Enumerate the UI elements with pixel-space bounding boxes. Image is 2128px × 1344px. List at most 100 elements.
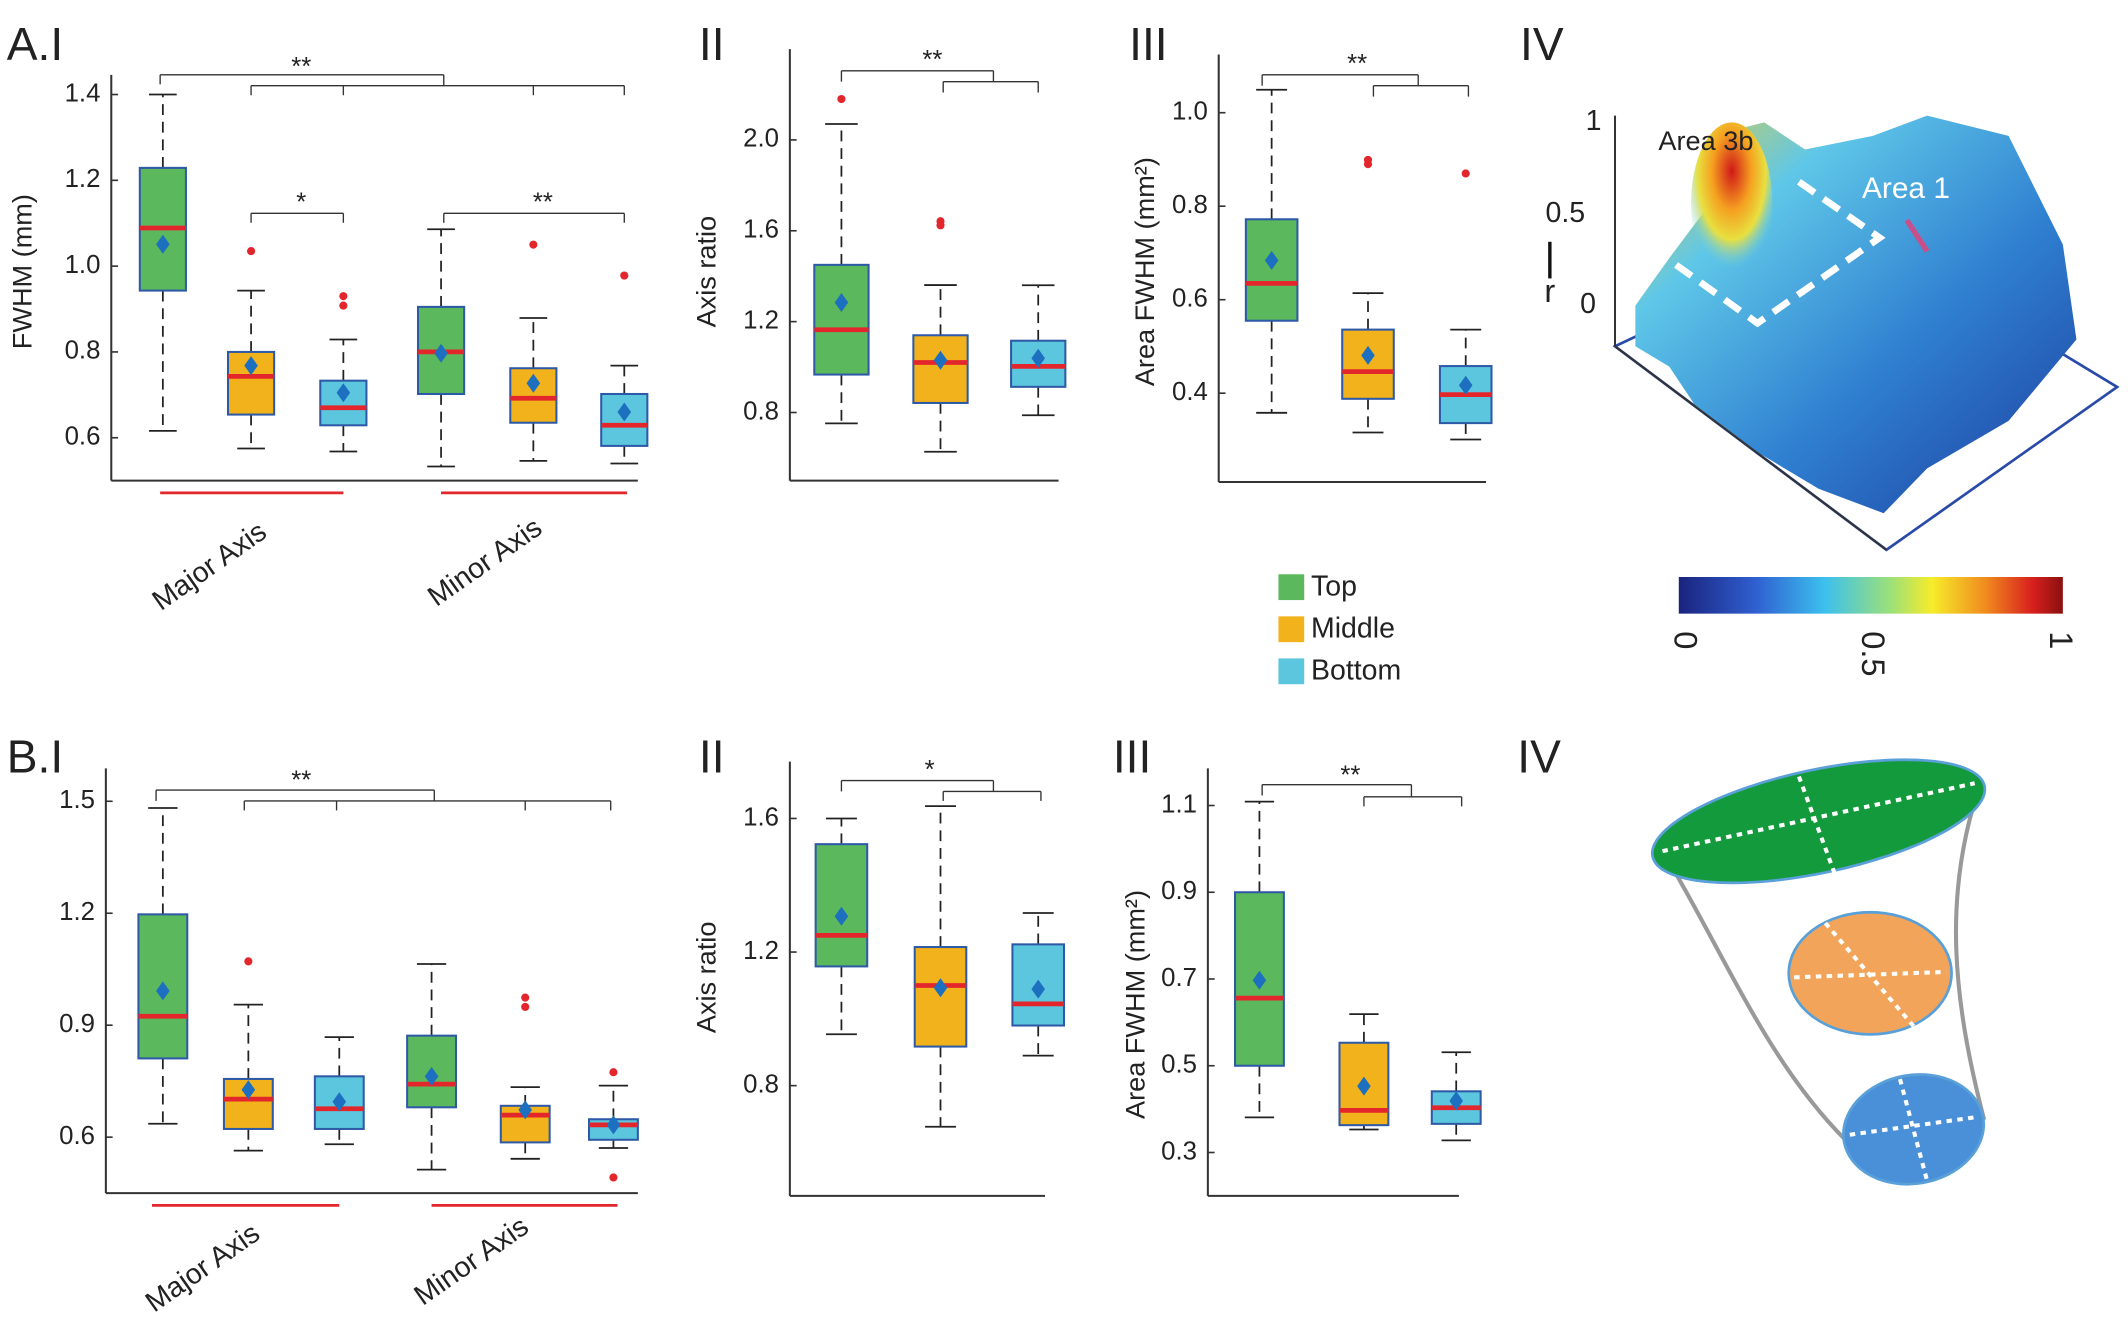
y-tick-label: 0.8 bbox=[743, 397, 779, 425]
surface-plot bbox=[1548, 115, 2120, 614]
outlier bbox=[1461, 169, 1470, 178]
region-label: Area 3b bbox=[1658, 125, 1753, 156]
mean bbox=[434, 343, 448, 363]
y-tick-label: 2.0 bbox=[743, 125, 779, 153]
legend-swatch bbox=[1278, 616, 1305, 643]
outlier bbox=[837, 94, 846, 104]
y-tick-label: 1.2 bbox=[743, 306, 779, 334]
outlier bbox=[936, 221, 945, 230]
significance-label: * bbox=[925, 756, 935, 784]
region-label: Area 1 bbox=[1862, 172, 1950, 205]
panel-label: IV bbox=[1517, 730, 1561, 782]
connector bbox=[1656, 843, 1848, 1142]
mean bbox=[424, 1066, 439, 1086]
significance-label: ** bbox=[533, 189, 553, 217]
mean bbox=[606, 1115, 621, 1135]
z-tick-label: 1 bbox=[1586, 105, 1602, 137]
bottom-ellipse bbox=[1842, 1073, 1986, 1186]
outlier bbox=[339, 301, 348, 310]
outlier bbox=[1363, 160, 1373, 169]
y-tick-label: 1.6 bbox=[743, 216, 779, 244]
mean bbox=[834, 293, 849, 313]
x-axis bbox=[1614, 345, 1888, 551]
y-tick-label: 0.6 bbox=[65, 423, 101, 451]
axis-arrows bbox=[1662, 755, 1977, 1182]
y-tick-label: 1.0 bbox=[1172, 98, 1208, 126]
box bbox=[814, 843, 869, 968]
colorbar bbox=[1678, 577, 2063, 614]
colorbar-tick-label: 0.5 bbox=[1855, 631, 1891, 676]
outlier bbox=[609, 1068, 618, 1077]
panel-label: III bbox=[1129, 18, 1167, 70]
box bbox=[813, 263, 870, 376]
box bbox=[222, 1077, 274, 1130]
y-tick-label: 0.3 bbox=[1161, 1137, 1197, 1165]
panel-label: III bbox=[1113, 730, 1151, 782]
category-label: Minor Axis bbox=[408, 1210, 534, 1312]
panel-label: B.I bbox=[7, 730, 63, 782]
z-tick-label: 0 bbox=[1580, 288, 1596, 320]
outlier bbox=[609, 1173, 618, 1182]
area-outline bbox=[1674, 173, 1886, 328]
box bbox=[1244, 218, 1299, 322]
outlier bbox=[521, 993, 530, 1002]
mean bbox=[1458, 375, 1473, 395]
significance-label: ** bbox=[291, 767, 311, 795]
legend-swatch bbox=[1278, 574, 1305, 601]
y-tick-label: 0.8 bbox=[743, 1070, 779, 1098]
y-tick-label: 0.5 bbox=[1161, 1051, 1197, 1079]
connector bbox=[1953, 779, 1987, 1121]
outlier bbox=[521, 1002, 530, 1011]
mean bbox=[526, 373, 541, 393]
colorbar-tick-label: 1 bbox=[2043, 631, 2079, 649]
panel-label: A.I bbox=[7, 18, 63, 70]
y-axis-label: Axis ratio bbox=[691, 216, 722, 328]
significance-label: ** bbox=[1340, 761, 1360, 789]
mean bbox=[1449, 1091, 1463, 1111]
y-tick-label: 0.4 bbox=[1172, 378, 1208, 406]
significance-label: ** bbox=[922, 46, 942, 74]
y-tick-label: 1.6 bbox=[743, 803, 779, 831]
legend-label: Bottom bbox=[1311, 655, 1401, 687]
outlier bbox=[339, 292, 348, 301]
y-tick-label: 0.9 bbox=[1161, 877, 1197, 905]
y-tick-label: 0.6 bbox=[59, 1122, 95, 1150]
mean bbox=[241, 1080, 256, 1100]
y-tick-label: 0.9 bbox=[59, 1010, 95, 1038]
y-tick-label: 1.0 bbox=[65, 251, 101, 279]
y-axis-label: Area FWHM (mm²) bbox=[1119, 890, 1150, 1119]
y-tick-label: 1.2 bbox=[743, 937, 779, 965]
mean bbox=[1361, 345, 1375, 365]
significance-label: ** bbox=[291, 53, 311, 81]
y-tick-label: 0.8 bbox=[1172, 191, 1208, 219]
mean bbox=[933, 978, 948, 998]
panel-label: II bbox=[699, 18, 725, 70]
y-axis-label: FWHM (mm) bbox=[7, 194, 38, 349]
panel-label: II bbox=[699, 730, 725, 782]
y-tick-label: 0.7 bbox=[1161, 964, 1197, 992]
mean bbox=[933, 350, 948, 370]
category-label: Major Axis bbox=[140, 1217, 266, 1319]
significance-label: * bbox=[296, 189, 306, 217]
category-label: Minor Axis bbox=[422, 511, 548, 613]
legend-label: Middle bbox=[1311, 612, 1395, 644]
outlier bbox=[244, 957, 253, 966]
y-axis-label: Axis ratio bbox=[691, 922, 722, 1034]
outlier bbox=[620, 271, 629, 280]
mean bbox=[336, 383, 351, 403]
y-tick-label: 1.4 bbox=[65, 79, 101, 107]
area-arrow bbox=[1904, 218, 1930, 253]
mean bbox=[244, 356, 258, 376]
outlier bbox=[247, 247, 256, 256]
y-tick-label: 1.5 bbox=[59, 786, 95, 814]
panel-label: IV bbox=[1520, 18, 1564, 70]
legend: Top Middle Bottom bbox=[1278, 570, 1401, 687]
mean bbox=[1031, 979, 1045, 999]
y-tick-label: 0.8 bbox=[65, 337, 101, 365]
y-tick-label: 1.1 bbox=[1161, 790, 1197, 818]
top-ellipse bbox=[1650, 758, 1987, 885]
mean bbox=[834, 906, 849, 926]
outlier bbox=[529, 240, 538, 249]
